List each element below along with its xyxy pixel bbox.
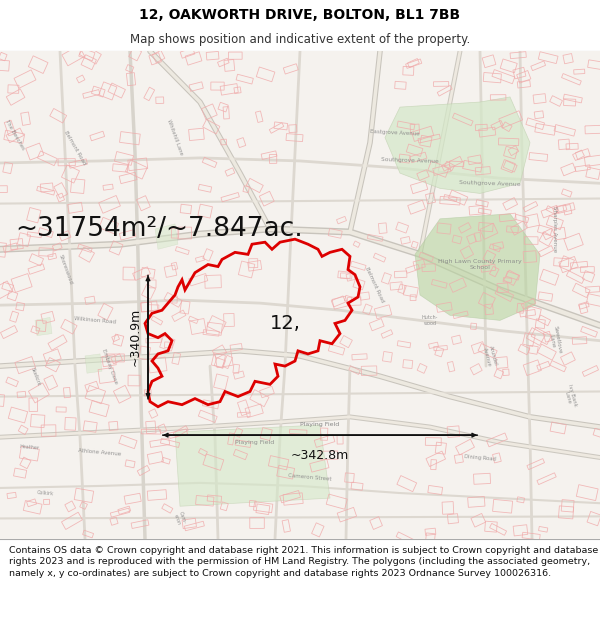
Text: Shoreswood: Shoreswood xyxy=(57,254,73,286)
Text: Ivy Bank
Lane: Ivy Bank Lane xyxy=(562,384,578,409)
Text: Map shows position and indicative extent of the property.: Map shows position and indicative extent… xyxy=(130,34,470,46)
Text: 12, OAKWORTH DRIVE, BOLTON, BL1 7BB: 12, OAKWORTH DRIVE, BOLTON, BL1 7BB xyxy=(139,8,461,22)
Text: Belmont Road: Belmont Road xyxy=(365,266,385,303)
Text: Colkirk: Colkirk xyxy=(37,490,53,496)
Polygon shape xyxy=(415,214,540,321)
Text: Eastgrove Avenue: Eastgrove Avenue xyxy=(370,129,420,136)
Text: Dining Road: Dining Road xyxy=(464,454,496,461)
Text: Hutch-
wood: Hutch- wood xyxy=(422,315,438,326)
Text: ~31754m²/~7.847ac.: ~31754m²/~7.847ac. xyxy=(15,216,303,242)
Text: Sweetlove
Lane: Sweetlove Lane xyxy=(547,326,563,356)
Text: ~342.8m: ~342.8m xyxy=(291,449,349,462)
Text: Whitehill Lane: Whitehill Lane xyxy=(166,119,184,156)
Text: The Beeches: The Beeches xyxy=(4,119,26,151)
Text: Heather: Heather xyxy=(20,444,40,451)
Text: Arundel
Avenue: Arundel Avenue xyxy=(482,344,498,367)
Text: Belmont Road: Belmont Road xyxy=(63,130,87,166)
Text: ~340.9m: ~340.9m xyxy=(129,308,142,366)
Polygon shape xyxy=(175,425,330,506)
Polygon shape xyxy=(155,224,178,249)
Text: Sharples Avenue: Sharples Avenue xyxy=(553,206,557,252)
Text: Contains OS data © Crown copyright and database right 2021. This information is : Contains OS data © Crown copyright and d… xyxy=(9,546,598,578)
Polygon shape xyxy=(35,318,52,336)
Text: High Lawn County Primary
School: High Lawn County Primary School xyxy=(438,259,522,270)
Polygon shape xyxy=(385,97,530,194)
Text: 12,: 12, xyxy=(269,314,301,333)
Text: Cameron Street: Cameron Street xyxy=(288,473,332,482)
Text: Wilkinson Road: Wilkinson Road xyxy=(74,316,116,325)
Polygon shape xyxy=(85,354,102,373)
Text: Athlone Avenue: Athlone Avenue xyxy=(79,448,122,457)
Text: Southgrove Avenue: Southgrove Avenue xyxy=(459,180,521,187)
Text: Skelkirk: Skelkirk xyxy=(29,366,41,386)
Text: Cam-
eron: Cam- eron xyxy=(173,511,187,526)
Text: Playing Field: Playing Field xyxy=(301,422,340,427)
Text: Southgrove Avenue: Southgrove Avenue xyxy=(381,158,439,164)
Text: Playing Field: Playing Field xyxy=(235,440,275,445)
Text: Embsay Close: Embsay Close xyxy=(101,348,119,384)
